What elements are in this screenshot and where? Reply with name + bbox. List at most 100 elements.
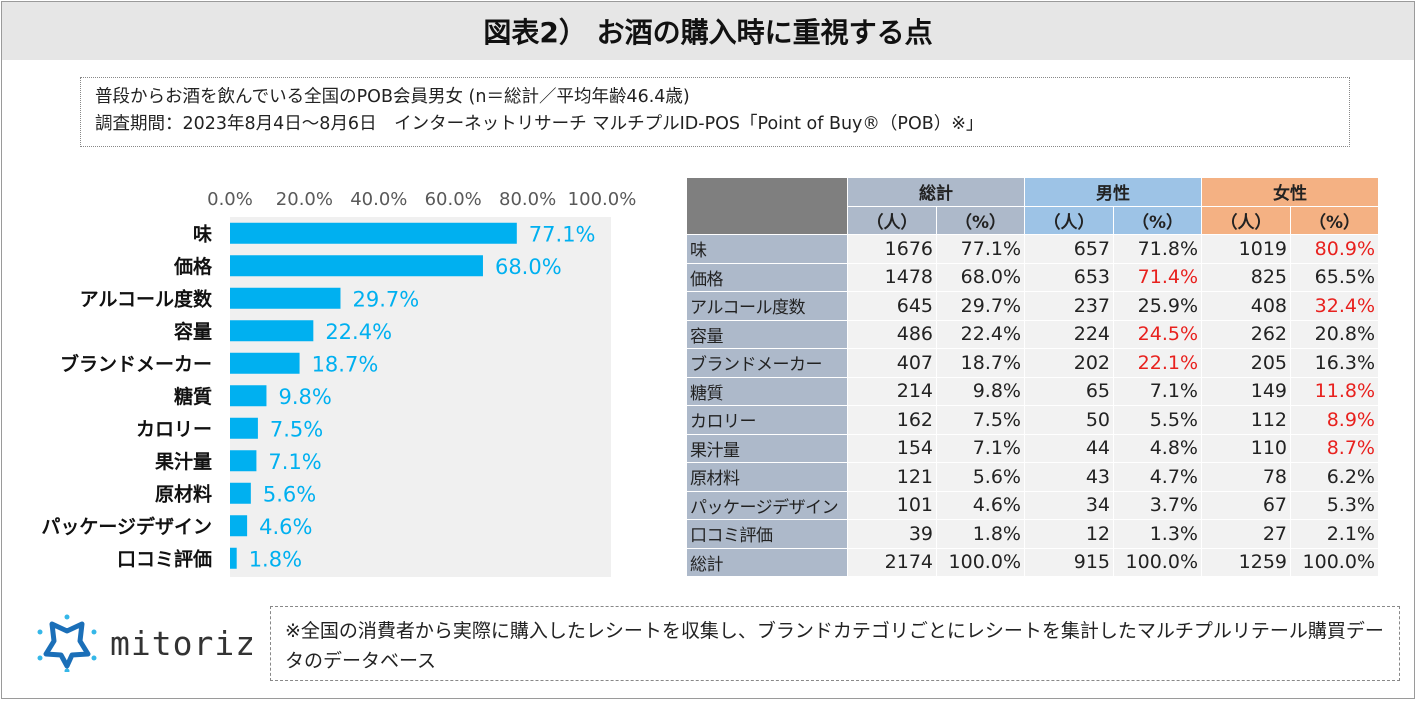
table-cell: 1676 (847, 234, 937, 264)
x-tick-label: 80.0% (499, 189, 556, 210)
row-label: パッケージデザイン (686, 490, 848, 520)
table-cell: 22.4% (936, 319, 1025, 349)
group-header: 総計 (847, 177, 1025, 207)
table-cell: 78 (1201, 462, 1291, 492)
table-cell: 16.3% (1290, 348, 1379, 378)
table-cell: 27 (1201, 519, 1291, 549)
subheader-cell: （人） (847, 205, 937, 235)
table-cell: 43 (1024, 462, 1114, 492)
table-cell: 2.1% (1290, 519, 1379, 549)
table-row: 価格 1478 68.0% 653 71.4% 825 65.5% (686, 262, 1379, 292)
bar-value-label: 9.8% (278, 385, 331, 409)
table-row: 容量 486 22.4% 224 24.5% 262 20.8% (686, 319, 1379, 349)
table-row: 原材料 121 5.6% 43 4.7% 78 6.2% (686, 462, 1379, 492)
table-cell: 202 (1024, 348, 1114, 378)
subheader-cell: （人） (1201, 205, 1291, 235)
data-table: 総計 男性 女性 （人） （%） （人） （%） （人） （%）味 1676 77.1% 657 71.… (686, 177, 1379, 577)
mitoriz-logo-icon (37, 614, 97, 672)
subheader-cell: （%） (1290, 205, 1379, 235)
row-label: 口コミ評価 (686, 519, 848, 549)
bar (230, 417, 258, 439)
table-row: 糖質 214 9.8% 65 7.1% 149 11.8% (686, 376, 1379, 406)
table-cell: 18.7% (936, 348, 1025, 378)
table-cell: 262 (1201, 319, 1291, 349)
bar (230, 515, 248, 537)
table-row: ブランドメーカー 407 18.7% 202 22.1% 205 16.3% (686, 348, 1379, 378)
table-cell: 22.1% (1113, 348, 1202, 378)
table-cell: 3.7% (1113, 490, 1202, 520)
table-cell: 67 (1201, 490, 1291, 520)
table-cell: 101 (847, 490, 937, 520)
subheader-cell: （%） (1113, 205, 1202, 235)
table-cell: 50 (1024, 405, 1114, 435)
table-cell: 65.5% (1290, 262, 1379, 292)
bar (230, 352, 300, 374)
table-cell: 110 (1201, 433, 1291, 463)
table-cell: 486 (847, 319, 937, 349)
row-label: カロリー (686, 405, 848, 435)
table-cell: 154 (847, 433, 937, 463)
group-header: 女性 (1201, 177, 1379, 207)
bar-value-label: 22.4% (325, 320, 392, 344)
survey-line-2: 調査期間：2023年8月4日〜8月6日 インターネットリサーチ マルチプルID-… (95, 114, 984, 134)
bar-chart: 0.0% 20.0% 40.0% 60.0% 80.0% 100.0% 味 77.1% 価格 68… (41, 189, 637, 571)
category-label: 価格 (173, 255, 213, 278)
table-corner (686, 177, 848, 235)
table-cell: 80.9% (1290, 234, 1379, 264)
bar (230, 255, 483, 277)
table-cell: 24.5% (1113, 319, 1202, 349)
table-cell: 71.4% (1113, 262, 1202, 292)
table-cell: 1.8% (936, 519, 1025, 549)
x-tick-label: 20.0% (276, 189, 333, 210)
table-row: 総計 2174 100.0% 915 100.0% 1259 100.0% (686, 547, 1379, 577)
table-row: パッケージデザイン 101 4.6% 34 3.7% 67 5.3% (686, 490, 1379, 520)
bar-value-label: 68.0% (495, 255, 562, 279)
category-label: 原材料 (155, 482, 212, 505)
table-cell: 1478 (847, 262, 937, 292)
table-cell: 237 (1024, 291, 1114, 321)
bar (230, 482, 251, 504)
row-label: 容量 (686, 319, 848, 349)
page-title: 図表2） お酒の購入時に重視する点 (2, 2, 1414, 60)
table-cell: 100.0% (936, 547, 1025, 577)
table-cell: 100.0% (1290, 547, 1379, 577)
table-cell: 408 (1201, 291, 1291, 321)
x-tick-label: 100.0% (568, 189, 637, 210)
bar-value-label: 1.8% (249, 547, 302, 571)
table-cell: 224 (1024, 319, 1114, 349)
subheader-cell: （人） (1024, 205, 1114, 235)
category-label: 容量 (174, 320, 212, 343)
x-tick-label: 0.0% (207, 189, 253, 210)
row-label: 原材料 (686, 462, 848, 492)
table-cell: 34 (1024, 490, 1114, 520)
table-cell: 68.0% (936, 262, 1025, 292)
category-label: アルコール度数 (80, 287, 213, 310)
bar-value-label: 7.5% (270, 417, 323, 441)
table-cell: 9.8% (936, 376, 1025, 406)
table-cell: 1.3% (1113, 519, 1202, 549)
chart-plot-area (230, 217, 611, 577)
row-label: 果汁量 (686, 433, 848, 463)
bar-value-label: 5.6% (263, 482, 316, 506)
table-cell: 214 (847, 376, 937, 406)
table-row: 味 1676 77.1% 657 71.8% 1019 80.9% (686, 234, 1379, 264)
table-cell: 825 (1201, 262, 1291, 292)
table-cell: 20.8% (1290, 319, 1379, 349)
logo: mitoriz (36, 614, 256, 672)
bar-value-label: 18.7% (312, 352, 379, 376)
table-cell: 71.8% (1113, 234, 1202, 264)
bar (230, 450, 257, 472)
table-cell: 4.6% (936, 490, 1025, 520)
table-cell: 2174 (847, 547, 937, 577)
footnote-text: ※全国の消費者から実際に購入したレシートを収集し、ブランドカテゴリごとにレシート… (285, 620, 1384, 672)
group-header: 男性 (1024, 177, 1202, 207)
table-cell: 5.5% (1113, 405, 1202, 435)
category-label: 口コミ評価 (117, 547, 212, 570)
page-title-text: 図表2） お酒の購入時に重視する点 (483, 16, 933, 49)
bar-value-label: 7.1% (268, 450, 321, 474)
category-label: パッケージデザイン (41, 515, 212, 538)
bar (230, 385, 267, 407)
table-cell: 8.9% (1290, 405, 1379, 435)
table-row: アルコール度数 645 29.7% 237 25.9% 408 32.4% (686, 291, 1379, 321)
